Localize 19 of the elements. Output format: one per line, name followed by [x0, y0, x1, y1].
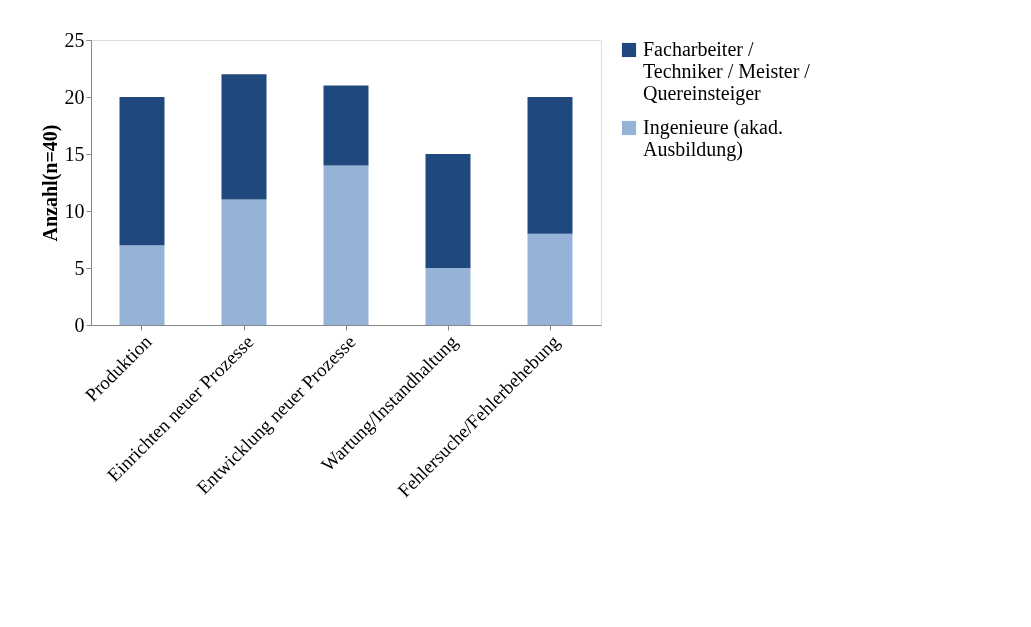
y-axis-title: Anzahl(n=40) — [38, 124, 62, 242]
legend-label: Ingenieure (akad. Ausbildung) — [643, 116, 783, 161]
bar — [425, 268, 471, 325]
y-tick-label: 0 — [74, 313, 85, 336]
y-tick-label: 20 — [64, 85, 85, 108]
bar — [119, 245, 165, 325]
y-tick-label: 10 — [64, 199, 85, 222]
bar — [323, 165, 369, 325]
bar — [425, 154, 471, 268]
bar — [221, 74, 267, 200]
bar — [221, 199, 267, 325]
y-tick-label: 5 — [74, 256, 85, 279]
bar — [119, 97, 165, 246]
bar — [323, 85, 369, 166]
bar — [527, 97, 573, 234]
bar — [527, 233, 573, 325]
legend-label: Facharbeiter / Techniker / Meister / Quereinsteiger — [643, 38, 811, 105]
y-tick-label: 25 — [64, 28, 85, 51]
y-tick-label: 15 — [64, 142, 85, 165]
